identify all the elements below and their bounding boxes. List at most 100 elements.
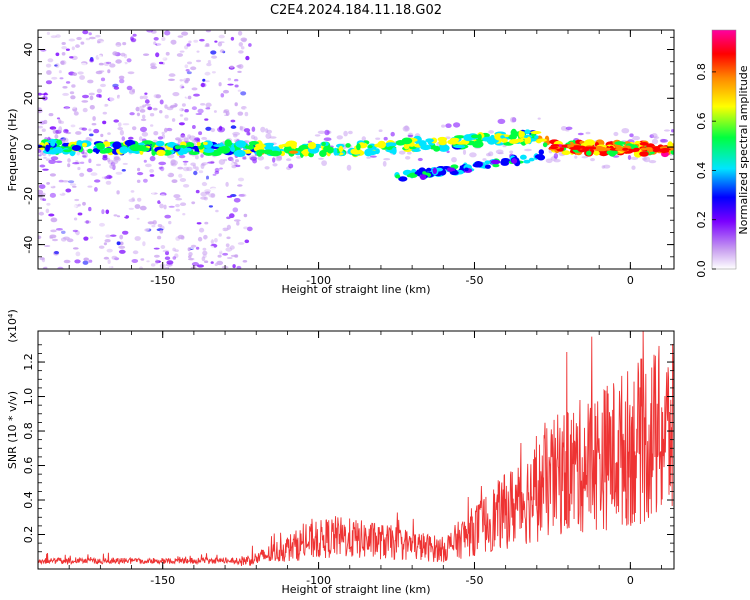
noise-speckle	[100, 77, 106, 82]
noise-speckle	[226, 224, 231, 230]
band-blob	[151, 149, 156, 156]
noise-speckle	[161, 131, 165, 135]
noise-speckle	[222, 252, 229, 256]
noise-speckle	[195, 219, 202, 223]
noise-speckle	[166, 260, 174, 265]
noise-speckle	[105, 209, 110, 215]
band-halo	[314, 134, 321, 137]
noise-speckle	[237, 242, 245, 245]
noise-speckle	[128, 136, 134, 140]
noise-speckle	[145, 163, 152, 168]
noise-speckle	[159, 194, 166, 199]
noise-speckle	[214, 167, 220, 173]
noise-speckle	[185, 69, 190, 72]
noise-speckle	[191, 87, 198, 91]
band-blob	[418, 140, 427, 147]
noise-speckle	[245, 55, 250, 61]
y-tick-label: 0.6	[22, 457, 35, 475]
band-halo	[50, 156, 59, 161]
noise-speckle	[205, 179, 209, 184]
band-blob	[256, 149, 268, 154]
noise-speckle	[174, 253, 179, 258]
noise-speckle	[227, 239, 231, 243]
noise-speckle	[192, 258, 199, 262]
noise-speckle	[188, 252, 193, 257]
noise-speckle	[119, 241, 124, 246]
noise-speckle	[139, 205, 147, 211]
band-blob	[542, 142, 548, 148]
noise-speckle	[155, 52, 160, 58]
noise-speckle	[50, 229, 57, 233]
noise-speckle	[82, 107, 88, 113]
noise-speckle	[74, 259, 81, 264]
noise-speckle	[116, 241, 121, 246]
band-halo	[266, 129, 272, 134]
noise-speckle	[246, 132, 251, 136]
noise-speckle	[237, 30, 243, 36]
noise-speckle	[128, 207, 134, 210]
y-tick-label: 1.2	[22, 353, 35, 371]
noise-speckle	[129, 168, 134, 173]
band-halo	[207, 161, 215, 164]
noise-speckle	[182, 217, 188, 222]
band-halo	[183, 162, 187, 166]
noise-speckle	[50, 217, 58, 223]
noise-speckle	[211, 115, 219, 120]
band-halo	[482, 158, 487, 161]
noise-speckle	[186, 166, 193, 172]
noise-speckle	[238, 42, 243, 47]
noise-speckle	[205, 126, 212, 131]
band-halo	[488, 130, 494, 134]
band-blob	[456, 141, 468, 145]
band-halo	[453, 122, 461, 128]
noise-speckle	[105, 180, 112, 185]
noise-speckle	[210, 239, 214, 244]
band-halo	[632, 135, 640, 141]
noise-speckle	[82, 260, 89, 265]
noise-speckle	[195, 189, 200, 194]
noise-speckle	[88, 232, 94, 238]
x-tick-label: -50	[465, 274, 483, 287]
noise-speckle	[122, 162, 128, 165]
band-core	[566, 144, 574, 148]
noise-speckle	[229, 245, 235, 250]
band-halo	[318, 157, 324, 160]
secondary-band-blob	[511, 158, 518, 164]
noise-speckle	[94, 187, 98, 192]
noise-speckle	[221, 227, 229, 232]
noise-speckle	[105, 234, 111, 238]
band-halo	[223, 158, 228, 162]
band-halo	[198, 131, 203, 136]
noise-speckle	[167, 189, 173, 192]
noise-speckle	[184, 80, 189, 84]
noise-speckle	[200, 196, 207, 200]
noise-speckle	[74, 198, 80, 202]
noise-speckle	[232, 207, 239, 213]
noise-speckle	[195, 166, 199, 171]
noise-speckle	[50, 35, 57, 39]
band-blob	[639, 142, 649, 146]
noise-speckle	[62, 86, 68, 89]
x-tick-label: -100	[306, 274, 331, 287]
noise-speckle	[175, 236, 181, 241]
band-blob	[119, 146, 129, 154]
noise-speckle	[243, 73, 248, 78]
noise-speckle	[104, 176, 108, 180]
noise-speckle	[188, 40, 192, 44]
noise-speckle	[100, 41, 106, 44]
noise-speckle	[123, 57, 130, 62]
x-tick-label: 0	[627, 574, 634, 587]
band-halo	[631, 165, 636, 170]
noise-speckle	[98, 245, 105, 249]
noise-speckle	[164, 114, 169, 119]
noise-speckle	[51, 210, 55, 214]
noise-speckle	[233, 181, 238, 186]
band-core	[640, 147, 647, 151]
noise-speckle	[61, 67, 66, 72]
band-halo	[269, 136, 277, 139]
x-tick-label: -150	[150, 274, 175, 287]
noise-speckle	[211, 71, 216, 74]
noise-speckle	[182, 160, 189, 163]
noise-speckle	[85, 37, 91, 41]
